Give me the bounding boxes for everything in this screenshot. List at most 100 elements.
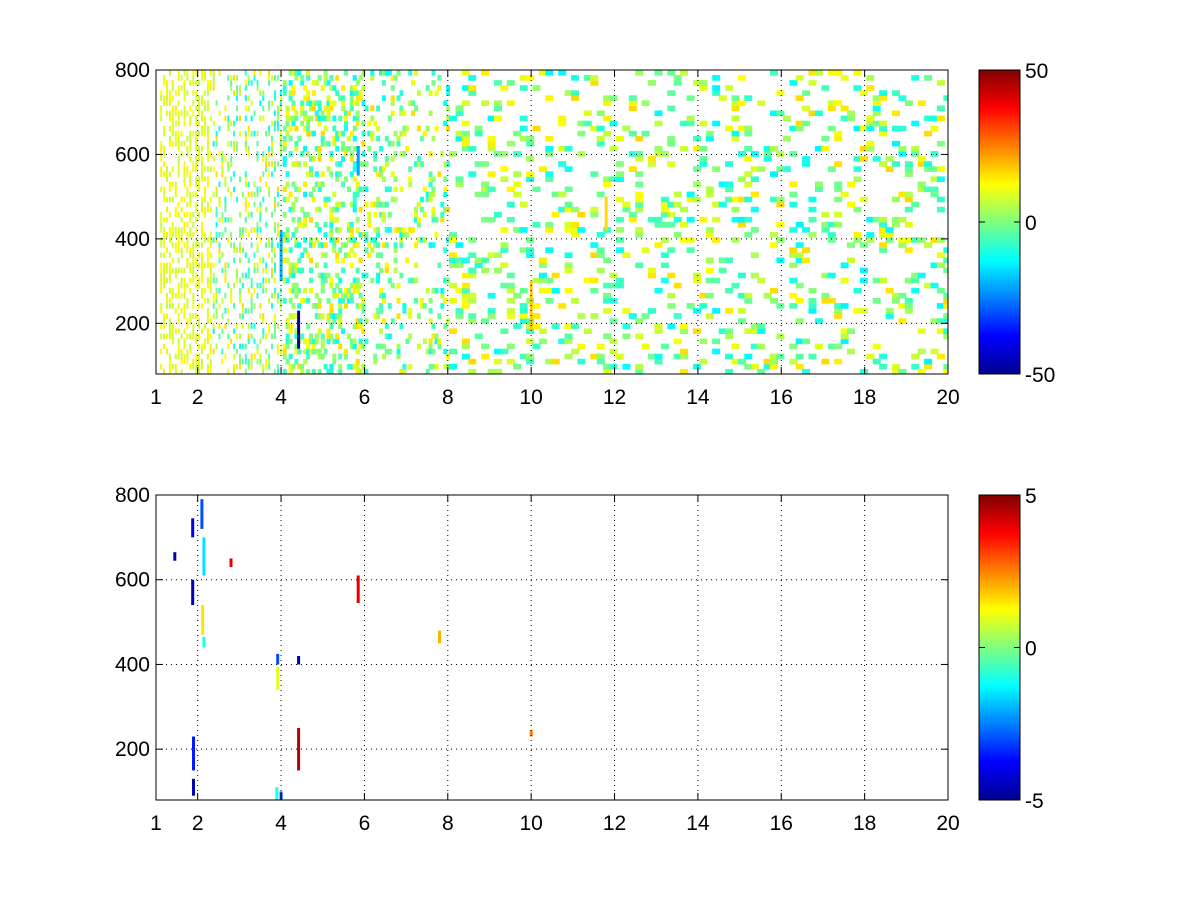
heatmap-cell — [872, 277, 881, 284]
heatmap-cell — [163, 171, 166, 177]
heatmap-cell — [177, 75, 180, 81]
heatmap-cell — [256, 348, 259, 355]
heatmap-cell — [583, 328, 592, 334]
heatmap-cell — [253, 201, 256, 208]
heatmap-cell — [168, 287, 171, 294]
heatmap-cell — [468, 292, 477, 299]
heatmap-cell — [294, 196, 299, 203]
heatmap-cell — [171, 227, 174, 233]
heatmap-cell — [168, 267, 171, 274]
heatmap-cell — [379, 211, 383, 218]
heatmap-cell — [215, 343, 218, 350]
heatmap-cell — [177, 313, 180, 319]
heatmap-cell — [174, 90, 177, 96]
heatmap-cell — [346, 333, 351, 340]
heatmap-cell — [564, 262, 573, 269]
heatmap-cell — [526, 140, 535, 147]
heatmap-cell — [297, 161, 302, 167]
heatmap-cell — [294, 110, 299, 117]
colorbar-tick-label: -50 — [1025, 364, 1055, 387]
heatmap-cell — [311, 368, 316, 374]
heatmap-cell — [384, 348, 389, 355]
heatmap-cell — [827, 70, 836, 76]
heatmap-cell — [440, 287, 445, 294]
heatmap-cell — [718, 95, 727, 101]
heatmap-cell — [693, 363, 701, 370]
heatmap-cell — [924, 363, 933, 370]
heatmap-cell — [189, 227, 192, 233]
heatmap-cell — [414, 277, 418, 284]
heatmap-cell — [177, 287, 180, 294]
heatmap-cell — [667, 272, 676, 279]
heatmap-cell — [306, 130, 311, 137]
heatmap-cell — [163, 232, 166, 238]
heatmap-cell — [481, 318, 490, 324]
heatmap-cell — [177, 130, 180, 137]
heatmap-cell — [583, 75, 592, 81]
heatmap-cell — [183, 267, 186, 274]
heatmap-cell — [879, 125, 888, 132]
heatmap-cell — [744, 328, 753, 334]
heatmap-cell — [344, 125, 348, 132]
heatmap-cell — [206, 80, 209, 86]
heatmap-cell — [500, 85, 509, 91]
heatmap-cell — [233, 257, 236, 264]
heatmap-cell — [198, 186, 201, 193]
bottom-grid — [156, 495, 948, 800]
heatmap-cell — [160, 272, 163, 279]
heatmap-cell — [230, 287, 233, 294]
heatmap-cell — [183, 211, 186, 218]
heatmap-cell — [414, 298, 418, 304]
heatmap-cell — [370, 237, 375, 243]
heatmap-cell — [431, 348, 436, 355]
heatmap-cell — [821, 146, 830, 152]
heatmap-cell — [215, 308, 218, 314]
bottom-colorbar-ticks: 50-5 — [979, 485, 1044, 813]
heatmap-cell — [233, 247, 236, 253]
heatmap-cell — [268, 277, 271, 284]
heatmap-cell — [930, 176, 939, 182]
heatmap-cell — [209, 318, 212, 324]
heatmap-cell — [364, 105, 369, 112]
heatmap-cell — [265, 363, 268, 370]
heatmap-cell — [300, 105, 305, 112]
heatmap-cell — [265, 267, 268, 274]
heatmap-cell — [335, 292, 340, 299]
heatmap-cell — [335, 171, 340, 177]
heatmap-cell — [808, 206, 817, 213]
heatmap-cell — [526, 353, 535, 360]
heatmap-cell — [326, 110, 331, 117]
heatmap-cell — [186, 262, 189, 269]
heatmap-cell — [431, 216, 436, 223]
heatmap-cell — [352, 252, 357, 258]
heatmap-cell — [180, 85, 183, 91]
heatmap-cell — [936, 115, 945, 122]
heatmap-cell — [268, 237, 271, 243]
heatmap-cell — [192, 313, 195, 319]
heatmap-cell — [218, 201, 221, 208]
heatmap-cell — [247, 323, 250, 329]
heatmap-cell — [538, 328, 547, 334]
heatmap-cell — [885, 166, 894, 172]
heatmap-cell — [203, 287, 206, 294]
heatmap-cell — [481, 343, 490, 350]
heatmap-cell — [297, 135, 302, 142]
heatmap-cell — [314, 237, 319, 243]
heatmap-cell — [789, 303, 798, 309]
heatmap-cell — [494, 115, 502, 122]
heatmap-cell — [247, 191, 250, 198]
heatmap-cell — [364, 232, 369, 238]
heatmap-cell — [259, 358, 262, 365]
heatmap-cell — [309, 156, 313, 162]
heatmap-cell — [370, 130, 375, 137]
heatmap-cell — [358, 90, 363, 96]
heatmap-cell — [481, 100, 490, 106]
heatmap-cell — [440, 211, 445, 218]
heatmap-cell — [917, 237, 926, 243]
heatmap-cell — [840, 191, 849, 198]
heatmap-cell — [577, 120, 586, 127]
heatmap-cell — [180, 140, 183, 147]
heatmap-cell — [186, 257, 189, 264]
heatmap-cell — [288, 267, 293, 274]
heatmap-cell — [186, 110, 189, 117]
